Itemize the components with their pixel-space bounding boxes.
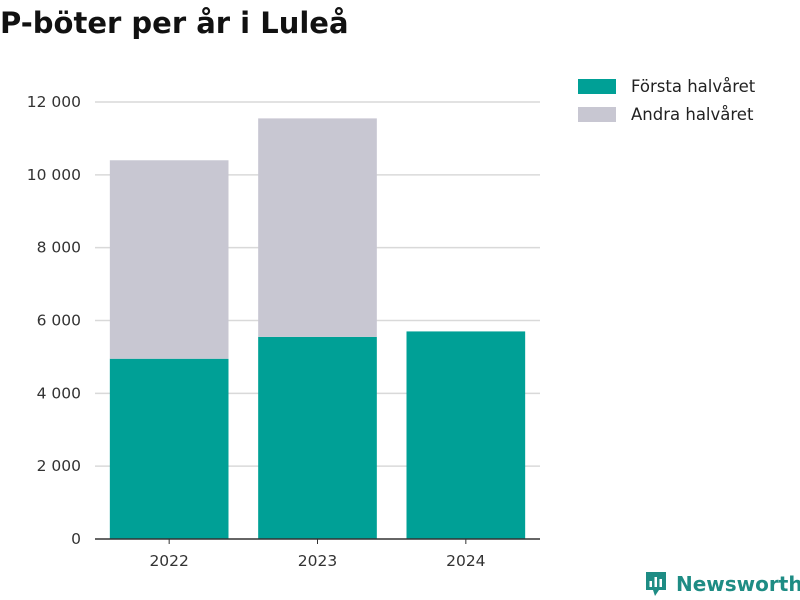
- x-tick-label: 2022: [149, 552, 188, 570]
- newsworthy-logo-icon: [646, 572, 666, 596]
- x-tick-label: 2023: [298, 552, 337, 570]
- bar-segment-second-half: [258, 118, 377, 337]
- y-tick-label: 6 000: [37, 312, 81, 330]
- bar-segment-first-half: [406, 331, 526, 539]
- legend-label-second-half: Andra halvåret: [631, 104, 754, 124]
- legend: Första halvåret Andra halvåret: [578, 72, 755, 128]
- bar-segment-first-half: [109, 358, 229, 539]
- y-tick-label: 12 000: [27, 93, 81, 111]
- y-tick-label: 2 000: [37, 457, 81, 475]
- bar-segment-first-half: [258, 336, 377, 539]
- y-tick-label: 8 000: [37, 239, 81, 257]
- chart-title: P-böter per år i Luleå: [0, 6, 349, 40]
- y-tick-label: 0: [71, 530, 81, 548]
- legend-item-first-half: Första halvåret: [578, 72, 755, 100]
- legend-swatch-first-half: [578, 78, 616, 94]
- brand-name: Newsworthy: [676, 572, 800, 596]
- legend-item-second-half: Andra halvåret: [578, 100, 755, 128]
- x-tick-label: 2024: [446, 552, 485, 570]
- legend-swatch-second-half: [578, 106, 616, 122]
- y-tick-label: 4 000: [37, 384, 81, 402]
- legend-label-first-half: Första halvåret: [631, 76, 756, 96]
- bar-segment-second-half: [109, 160, 229, 359]
- newsworthy-logo: Newsworthy: [644, 570, 800, 598]
- y-tick-label: 10 000: [27, 166, 81, 184]
